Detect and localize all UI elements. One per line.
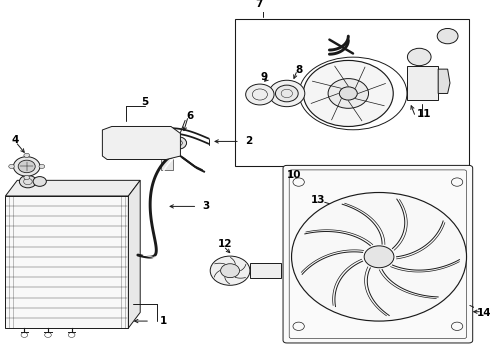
Circle shape [13, 157, 40, 176]
Polygon shape [102, 126, 180, 159]
Circle shape [364, 246, 394, 268]
Circle shape [292, 193, 466, 321]
Bar [5, 196, 128, 328]
Circle shape [170, 137, 187, 149]
Circle shape [18, 160, 35, 173]
Circle shape [407, 48, 431, 66]
Circle shape [303, 60, 393, 126]
Text: 1: 1 [160, 316, 168, 326]
Circle shape [269, 80, 305, 107]
Text: 9: 9 [261, 72, 268, 82]
Text: 13: 13 [311, 195, 326, 205]
Polygon shape [128, 180, 140, 328]
Circle shape [275, 85, 298, 102]
Bar [162, 158, 173, 170]
Circle shape [328, 78, 368, 108]
Polygon shape [5, 180, 140, 196]
Text: 2: 2 [245, 136, 253, 147]
Text: 4: 4 [12, 135, 19, 145]
Text: 12: 12 [218, 239, 233, 249]
Circle shape [9, 165, 14, 168]
Circle shape [39, 165, 45, 168]
Circle shape [220, 264, 240, 278]
FancyBboxPatch shape [283, 165, 473, 343]
Circle shape [245, 84, 274, 105]
Text: 11: 11 [416, 109, 431, 119]
Circle shape [437, 28, 458, 44]
Text: 14: 14 [477, 308, 490, 318]
Circle shape [24, 153, 29, 157]
Circle shape [33, 177, 47, 186]
Bar [235, 19, 469, 166]
Text: 7: 7 [255, 0, 262, 9]
Circle shape [339, 87, 357, 100]
Text: 10: 10 [287, 170, 301, 180]
Polygon shape [438, 69, 450, 94]
Text: 6: 6 [186, 111, 194, 121]
Bar [250, 263, 281, 278]
Circle shape [20, 175, 36, 188]
Circle shape [24, 175, 29, 180]
Text: 8: 8 [295, 65, 302, 75]
Text: 5: 5 [141, 97, 148, 107]
Circle shape [210, 256, 250, 285]
Bar [407, 66, 438, 100]
Text: 3: 3 [203, 201, 210, 211]
